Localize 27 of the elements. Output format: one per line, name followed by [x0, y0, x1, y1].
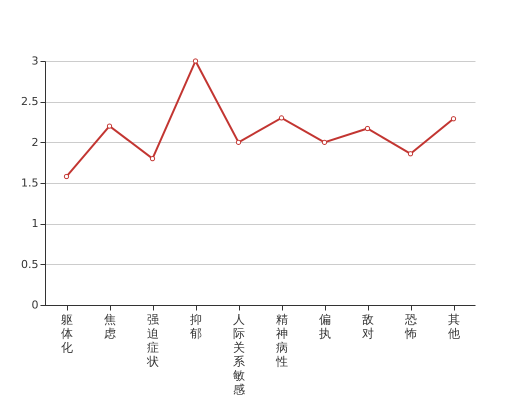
y-tick-label: 0.5: [21, 258, 38, 271]
x-tick-label: 恐怖: [404, 312, 417, 340]
point: [150, 156, 156, 162]
x-tick-label: 躯体化: [61, 312, 73, 354]
point: [408, 151, 414, 156]
y-tick-label: 2.5: [21, 95, 38, 108]
point: [64, 174, 70, 180]
x-tick-label: 人际关系敏感: [233, 312, 245, 396]
x-tick-label: 抑郁: [190, 312, 202, 340]
x-tick-label: 强迫症状: [146, 312, 159, 368]
y-tick-label: 2: [32, 136, 38, 149]
x-tick-label: 焦虑: [104, 312, 116, 340]
point: [106, 123, 112, 129]
point: [364, 126, 370, 132]
y-tick-label: 3: [32, 54, 38, 68]
y-tick-label: 0: [32, 298, 38, 312]
point: [192, 58, 198, 64]
point: [322, 140, 328, 145]
x-tick-label: 偏执: [319, 312, 331, 340]
x-tick-label: 精神病性: [275, 312, 288, 368]
x-tick-label: 其他: [448, 312, 460, 340]
y-tick-label: 1.5: [21, 176, 38, 190]
point: [450, 116, 456, 122]
point: [278, 115, 284, 121]
y-tick-label: 1: [32, 217, 38, 230]
point: [236, 140, 242, 145]
x-tick-label: 敌对: [362, 312, 374, 340]
